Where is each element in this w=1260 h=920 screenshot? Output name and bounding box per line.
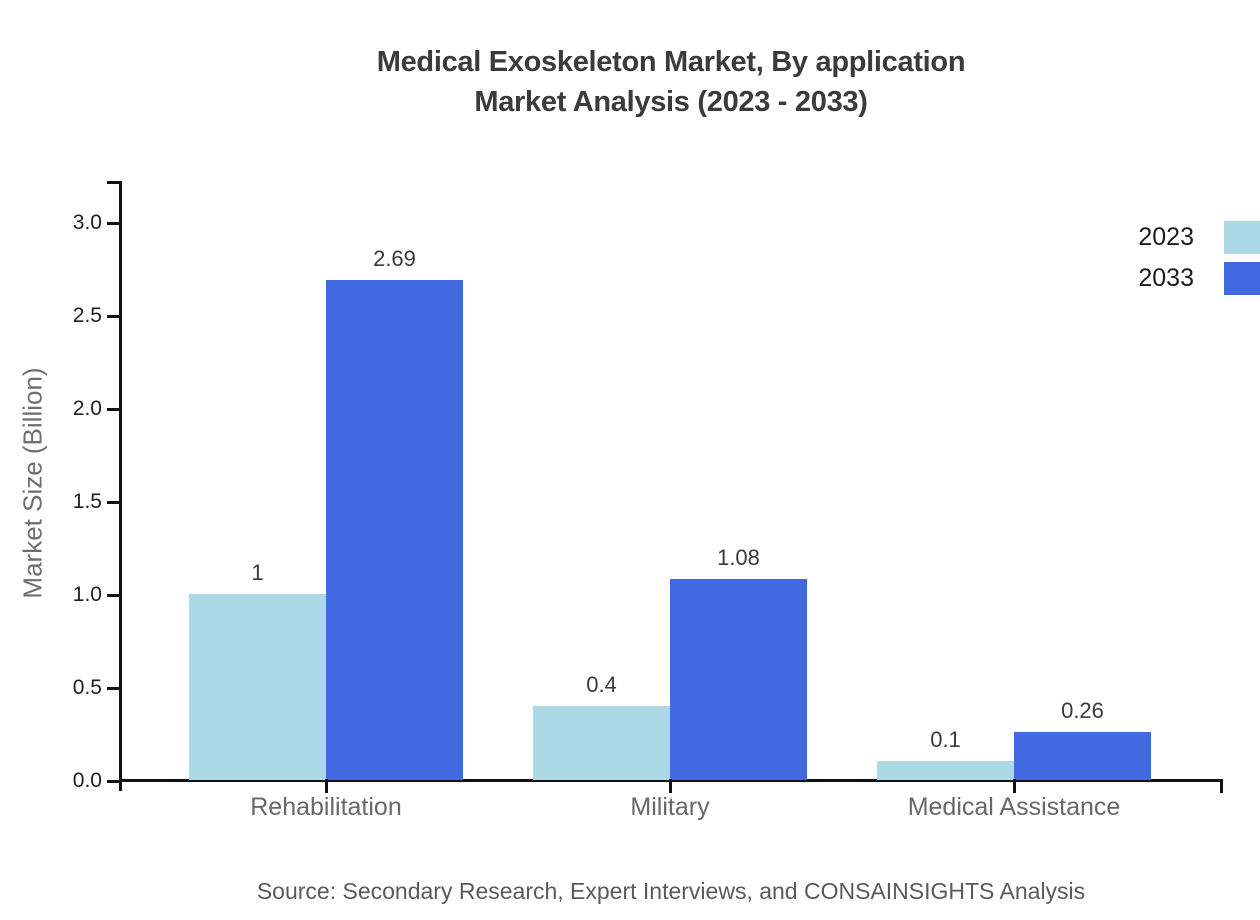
legend-swatch: [1224, 262, 1260, 295]
y-tick: [107, 407, 122, 411]
y-axis-line: [119, 181, 122, 791]
x-category-label: Rehabilitation: [250, 793, 402, 821]
bar-value-label: 0.4: [586, 672, 617, 697]
y-tick: [107, 500, 122, 504]
chart-title: Medical Exoskeleton Market, By applicati…: [121, 42, 1221, 122]
y-tick-label: 1.5: [72, 490, 102, 513]
y-axis-top-cap: [107, 181, 122, 184]
legend-label: 2033: [1138, 264, 1194, 292]
chart-title-line2: Market Analysis (2023 - 2033): [474, 86, 868, 118]
x-tick: [324, 779, 328, 793]
y-tick-label: 0.0: [72, 769, 102, 792]
bar-2023: [189, 594, 326, 780]
y-tick-label: 2.5: [72, 304, 102, 327]
legend: 2023 2033: [1138, 221, 1260, 295]
source-note: Source: Secondary Research, Expert Inter…: [256, 878, 1086, 904]
x-category-label: Military: [630, 793, 710, 821]
y-tick-label: 1.0: [72, 583, 102, 606]
bar-2033: [670, 579, 807, 780]
legend-item-2033: 2033: [1138, 262, 1260, 295]
x-tick: [1012, 779, 1016, 793]
x-category-label: Medical Assistance: [907, 793, 1121, 821]
bar-2033: [1014, 732, 1151, 780]
bar-2023: [877, 761, 1014, 780]
bar-value-label: 1: [251, 560, 264, 585]
y-tick: [107, 686, 122, 690]
y-tick: [107, 779, 122, 783]
x-axis-right-cap: [1220, 779, 1223, 793]
y-tick: [107, 314, 122, 318]
bar-2033: [326, 280, 463, 780]
y-tick-label: 3.0: [72, 211, 102, 234]
bar-value-label: 0.1: [930, 727, 961, 752]
bar-value-label: 0.26: [1061, 698, 1104, 723]
legend-label: 2023: [1138, 223, 1194, 251]
y-tick-label: 2.0: [72, 397, 102, 420]
x-tick: [668, 779, 672, 793]
y-tick-label: 0.5: [72, 676, 102, 699]
bar-2023: [533, 706, 670, 780]
legend-item-2023: 2023: [1138, 221, 1260, 254]
y-tick: [107, 593, 122, 597]
bar-value-label: 2.69: [373, 246, 416, 271]
bar-value-label: 1.08: [717, 545, 760, 570]
chart-title-line1: Medical Exoskeleton Market, By applicati…: [376, 46, 966, 78]
y-tick: [107, 221, 122, 225]
legend-swatch: [1224, 221, 1260, 254]
